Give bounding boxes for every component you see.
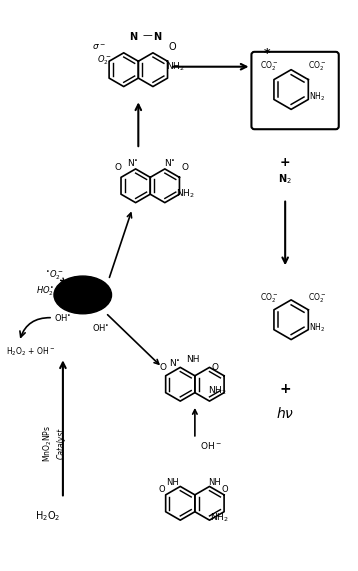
Text: N$^{\bullet}$: N$^{\bullet}$ — [169, 357, 181, 368]
Text: N$^{\bullet}$: N$^{\bullet}$ — [126, 158, 138, 168]
Text: NH$_2$: NH$_2$ — [211, 512, 229, 524]
Text: Catalyst: Catalyst — [57, 428, 66, 460]
Text: CO$_2^-$: CO$_2^-$ — [260, 60, 279, 74]
Text: O: O — [160, 363, 166, 372]
Text: N: N — [153, 32, 161, 42]
Text: $HO_2^{\bullet}$: $HO_2^{\bullet}$ — [36, 284, 54, 297]
Text: N$^{\bullet}$: N$^{\bullet}$ — [164, 158, 176, 168]
Text: N$_2$: N$_2$ — [278, 172, 292, 186]
Ellipse shape — [54, 276, 112, 314]
Text: OH$^{\bullet}$: OH$^{\bullet}$ — [54, 312, 72, 323]
Text: $^{\bullet}O_2^-$: $^{\bullet}O_2^-$ — [45, 268, 64, 282]
Text: O: O — [115, 163, 122, 172]
Text: NH$_2$: NH$_2$ — [208, 385, 227, 397]
Text: NH: NH — [186, 355, 200, 364]
Text: MnO$_2$NPs: MnO$_2$NPs — [42, 425, 54, 463]
Text: +: + — [280, 156, 290, 170]
Text: CO$_2^-$: CO$_2^-$ — [308, 291, 326, 305]
Text: *: * — [264, 47, 271, 61]
Text: $h\nu$: $h\nu$ — [276, 407, 294, 421]
Text: CO$_2^-$: CO$_2^-$ — [260, 291, 279, 305]
Text: O: O — [221, 485, 228, 494]
Text: NH: NH — [208, 478, 221, 487]
Text: —: — — [142, 30, 152, 40]
Text: NH: NH — [166, 478, 178, 487]
Text: O: O — [159, 485, 165, 494]
Text: NH$_2$: NH$_2$ — [309, 321, 325, 334]
Text: O: O — [211, 363, 218, 372]
Text: H$_2$O$_2$: H$_2$O$_2$ — [35, 509, 61, 523]
Text: NH$_2$: NH$_2$ — [166, 61, 184, 73]
Text: $O_2^-$: $O_2^-$ — [97, 53, 112, 66]
Text: H$_2$O$_2$ + OH$^-$: H$_2$O$_2$ + OH$^-$ — [6, 345, 55, 358]
Text: OH$^{\bullet}$: OH$^{\bullet}$ — [92, 322, 110, 333]
Text: O: O — [182, 163, 188, 172]
Text: CO$_2^-$: CO$_2^-$ — [308, 60, 326, 74]
Text: N: N — [129, 32, 137, 42]
Text: +: + — [279, 382, 291, 396]
Text: NH$_2$: NH$_2$ — [176, 187, 194, 200]
Text: $\sigma^-$: $\sigma^-$ — [92, 42, 106, 51]
Text: NH$_2$: NH$_2$ — [309, 90, 325, 103]
Text: O: O — [168, 42, 176, 52]
Text: OH$^-$: OH$^-$ — [200, 440, 222, 451]
